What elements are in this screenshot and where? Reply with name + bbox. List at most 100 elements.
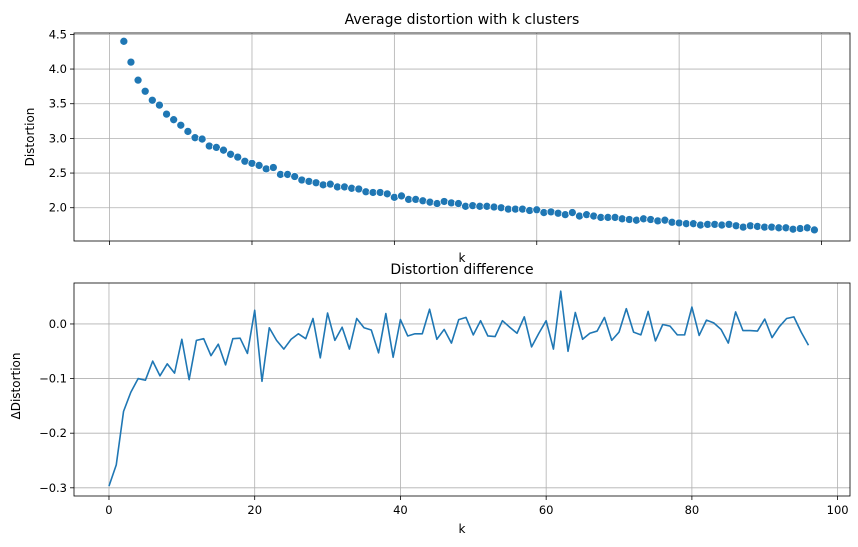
- scatter-point: [624, 215, 634, 224]
- scatter-point: [247, 158, 257, 168]
- y-tick-label: 3.0: [49, 131, 67, 145]
- scatter-point: [318, 180, 328, 190]
- scatter-point: [653, 216, 663, 226]
- y-tick-label: 4.0: [49, 62, 67, 76]
- scatter-point: [745, 221, 755, 231]
- scatter-point: [468, 201, 478, 210]
- scatter-point: [489, 202, 499, 212]
- scatter-point: [696, 220, 705, 230]
- scatter-point: [646, 215, 656, 224]
- scatter-point: [575, 211, 584, 221]
- scatter-point: [425, 197, 435, 207]
- scatter-point: [788, 224, 798, 234]
- scatter-point: [126, 57, 136, 67]
- scatter-point: [582, 210, 591, 220]
- scatter-point: [560, 210, 570, 220]
- y-axis-label-delta-distortion: ΔDistortion: [9, 352, 23, 419]
- scatter-point: [133, 75, 143, 85]
- scatter-point: [660, 215, 670, 225]
- scatter-point: [432, 199, 442, 208]
- scatter-point: [140, 86, 150, 96]
- scatter-point: [589, 211, 599, 221]
- scatter-point: [340, 182, 349, 192]
- scatter-point: [233, 152, 243, 162]
- y-tick-label: 0.0: [49, 317, 67, 331]
- scatter-point: [155, 100, 164, 110]
- x-tick-label: 20: [247, 503, 262, 517]
- y-tick-label: 3.5: [49, 97, 67, 111]
- scatter-point: [795, 224, 805, 233]
- scatter-point: [219, 145, 228, 155]
- y-tick-label: 4.5: [49, 27, 67, 41]
- scatter-point: [689, 219, 698, 229]
- scatter-point: [518, 204, 527, 214]
- scatter-point: [724, 220, 734, 229]
- scatter-point: [446, 198, 456, 208]
- scatter-point: [297, 175, 307, 185]
- x-axis-label-top: k: [459, 251, 466, 265]
- scatter-point: [418, 196, 428, 206]
- scatter-point: [290, 172, 300, 181]
- scatter-point: [197, 134, 207, 144]
- scatter-point: [753, 222, 762, 231]
- plot-frame-top: [73, 32, 851, 242]
- scatter-point: [710, 220, 720, 229]
- y-tick-label: 2.0: [49, 201, 67, 215]
- scatter-point: [496, 203, 506, 213]
- scatter-point: [553, 208, 563, 218]
- scatter-point: [482, 201, 492, 211]
- x-tick-label: 60: [539, 503, 554, 517]
- scatter-point: [390, 192, 399, 202]
- x-tick-label: 100: [827, 503, 849, 517]
- scatter-point: [731, 221, 741, 231]
- scatter-point: [147, 95, 157, 105]
- scatter-point: [304, 177, 314, 186]
- scatter-point: [119, 36, 129, 46]
- scatter-point: [717, 220, 727, 230]
- scatter-point: [539, 208, 549, 217]
- difference-series-line: [108, 290, 810, 487]
- scatter-point: [361, 187, 371, 197]
- scatter-point: [311, 178, 321, 188]
- scatter-point: [802, 223, 812, 233]
- plot-frame-bottom: [73, 282, 851, 497]
- scatter-point: [183, 127, 193, 136]
- scatter-point: [461, 201, 470, 211]
- scatter-point: [639, 214, 648, 224]
- y-tick-label: −0.1: [39, 372, 67, 386]
- chart-title-difference: Distortion difference: [390, 262, 533, 278]
- y-axis-label-distortion: Distortion: [23, 108, 37, 167]
- y-tick-label: −0.3: [39, 481, 67, 495]
- x-tick-label: 80: [685, 503, 700, 517]
- scatter-point: [810, 225, 819, 235]
- scatter-point: [204, 141, 214, 151]
- scatter-point: [382, 189, 392, 199]
- scatter-point: [261, 164, 271, 174]
- scatter-point: [767, 222, 777, 232]
- scatter-point: [439, 197, 449, 206]
- y-tick-label: −0.2: [39, 426, 67, 440]
- scatter-point: [268, 163, 278, 172]
- y-tick-label: 2.5: [49, 166, 67, 180]
- scatter-point: [632, 215, 641, 225]
- scatter-point: [347, 183, 357, 193]
- scatter-point: [674, 218, 684, 228]
- distortion-difference-axes: Distortion difference k ΔDistortion 0 20 4…: [9, 262, 851, 536]
- scatter-point: [169, 115, 179, 125]
- scatter-point: [567, 208, 577, 217]
- scatter-point: [617, 214, 627, 224]
- x-tick-label: 40: [393, 503, 408, 517]
- scatter-point: [162, 109, 171, 119]
- chart-title-distortion: Average distortion with k clusters: [345, 12, 580, 28]
- scatter-point: [254, 161, 264, 170]
- scatter-point: [610, 213, 620, 222]
- scatter-point: [546, 207, 556, 217]
- scatter-point: [397, 191, 406, 201]
- scatter-point: [781, 223, 791, 233]
- x-axis-label-bottom: k: [459, 522, 466, 536]
- scatter-point: [283, 170, 292, 179]
- scatter-point: [190, 133, 200, 143]
- scatter-point: [525, 206, 534, 215]
- scatter-point: [738, 222, 748, 232]
